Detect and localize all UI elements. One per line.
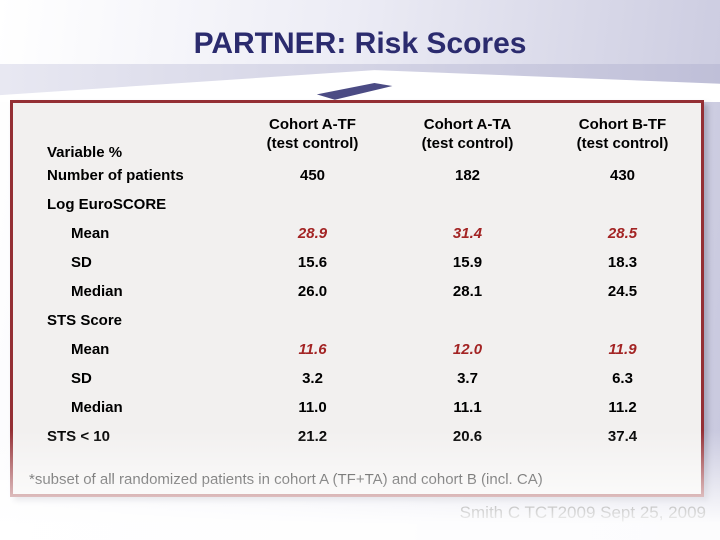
column-header-name: Cohort B-TF (578, 116, 667, 133)
table-row: Mean 28.9 31.4 28.5 (13, 219, 701, 248)
table-cell: 37.4 (607, 428, 638, 445)
table-cell: 430 (609, 167, 636, 184)
column-header-sub: (test control) (421, 135, 514, 152)
table-cell: 26.0 (297, 283, 328, 300)
risk-score-table-panel: Variable % Cohort A-TF (test control) Co… (10, 100, 704, 497)
column-header-sub: (test control) (576, 135, 669, 152)
column-header-cohort-a-tf: Cohort A-TF (test control) (235, 115, 390, 161)
table-cell: 15.6 (297, 254, 328, 271)
title-ribbon-decoration (0, 64, 720, 102)
table-cell: 182 (454, 167, 481, 184)
table-row: Log EuroSCORE (13, 190, 701, 219)
row-label: Median (71, 283, 123, 300)
table-row: Median 26.0 28.1 24.5 (13, 277, 701, 306)
table-row: Mean 11.6 12.0 11.9 (13, 335, 701, 364)
row-label: STS < 10 (47, 428, 110, 445)
table-cell: 450 (299, 167, 326, 184)
table-cell: 28.1 (452, 283, 483, 300)
table-cell: 11.0 (298, 399, 327, 416)
table-cell: 24.5 (607, 283, 638, 300)
table-cell: 28.5 (607, 225, 638, 242)
table-cell: 12.0 (452, 341, 483, 358)
table-header-row: Variable % Cohort A-TF (test control) Co… (13, 103, 701, 161)
table-cell: 21.2 (297, 428, 328, 445)
row-label: Median (71, 399, 123, 416)
table-cell: 31.4 (452, 225, 483, 242)
row-label: SD (71, 254, 92, 271)
row-label: Number of patients (47, 167, 184, 184)
row-label: SD (71, 370, 92, 387)
table-row: Number of patients 450 182 430 (13, 161, 701, 190)
table-cell: 3.2 (302, 370, 323, 387)
column-header-variable: Variable % (47, 144, 123, 161)
table-row: STS Score (13, 306, 701, 335)
table-cell: 6.3 (612, 370, 633, 387)
column-header-name: Cohort A-TF (269, 116, 356, 133)
row-label: Mean (71, 341, 110, 358)
table-row: STS < 10 21.2 20.6 37.4 (13, 422, 701, 451)
table-footnote: *subset of all randomized patients in co… (29, 471, 543, 488)
table-body: Number of patients 450 182 430 Log EuroSCO… (13, 161, 701, 451)
column-header-name: Cohort A-TA (423, 116, 512, 133)
table-cell: 20.6 (452, 428, 483, 445)
table-row: SD 3.2 3.7 6.3 (13, 364, 701, 393)
table-cell: 11.9 (608, 341, 637, 358)
attribution-text: Smith C TCT2009 Sept 25, 2009 (459, 503, 706, 522)
row-label: Mean (71, 225, 110, 242)
column-header-cohort-a-ta: Cohort A-TA (test control) (390, 115, 545, 161)
page-title: PARTNER: Risk Scores (193, 27, 527, 60)
table-row: SD 15.6 15.9 18.3 (13, 248, 701, 277)
row-label: Log EuroSCORE (47, 196, 167, 213)
table-cell: 18.3 (607, 254, 638, 271)
table-row: Median 11.0 11.1 11.2 (13, 393, 701, 422)
table-cell: 3.7 (457, 370, 478, 387)
table-cell: 11.6 (298, 341, 327, 358)
column-header-cohort-b-tf: Cohort B-TF (test control) (545, 115, 700, 161)
table-cell: 11.2 (608, 399, 637, 416)
row-label: STS Score (47, 312, 123, 329)
table-cell: 15.9 (452, 254, 483, 271)
table-cell: 28.9 (297, 225, 328, 242)
table-cell: 11.1 (453, 399, 482, 416)
column-header-sub: (test control) (266, 135, 359, 152)
